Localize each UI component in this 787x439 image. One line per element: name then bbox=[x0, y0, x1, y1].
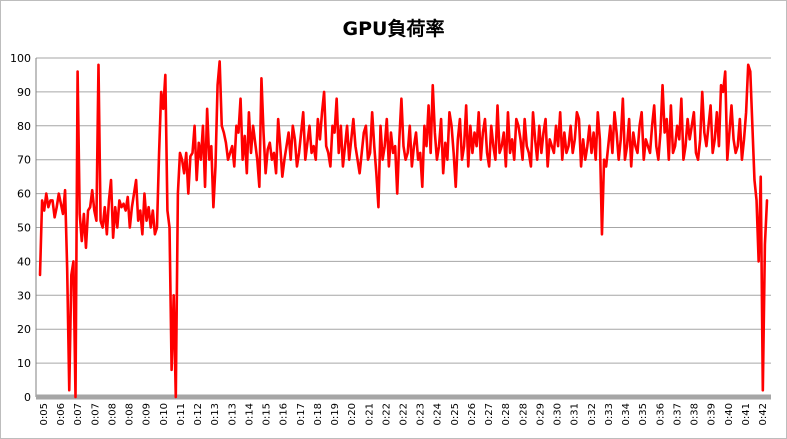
x-tick-label: 0:15 bbox=[262, 403, 273, 425]
x-tick-label: 0:18 bbox=[313, 403, 324, 425]
y-tick-label: 50 bbox=[17, 222, 31, 235]
x-tick-label: 0:12 bbox=[193, 403, 204, 425]
y-tick-label: 100 bbox=[10, 52, 31, 65]
y-tick-label: 70 bbox=[17, 154, 31, 167]
y-tick-label: 60 bbox=[17, 188, 31, 201]
x-tick-label: 0:06 bbox=[56, 403, 67, 425]
y-tick-label: 40 bbox=[17, 255, 31, 268]
x-tick-label: 0:08 bbox=[107, 403, 118, 425]
x-tick-label: 0:09 bbox=[142, 403, 153, 425]
x-tick-label: 0:21 bbox=[364, 403, 375, 425]
x-tick-label: 0:23 bbox=[416, 403, 427, 425]
x-tick-label: 0:19 bbox=[330, 403, 341, 425]
y-tick-label: 0 bbox=[24, 391, 31, 404]
x-tick-label: 0:31 bbox=[570, 403, 581, 425]
x-tick-label: 0:32 bbox=[587, 403, 598, 425]
x-tick-label: 0:24 bbox=[433, 403, 444, 425]
x-tick-label: 0:34 bbox=[621, 403, 632, 425]
x-tick-label: 0:11 bbox=[176, 403, 187, 425]
x-tick-label: 0:42 bbox=[758, 403, 769, 425]
x-tick-label: 0:41 bbox=[741, 403, 752, 425]
series-line bbox=[38, 60, 769, 399]
x-tick-label: 0:22 bbox=[381, 403, 392, 425]
x-tick-label: 0:10 bbox=[159, 403, 170, 425]
x-tick-label: 0:14 bbox=[244, 403, 255, 425]
y-tick-label: 80 bbox=[17, 120, 31, 133]
x-tick-label: 0:16 bbox=[279, 403, 290, 425]
x-tick-label: 0:17 bbox=[296, 403, 307, 425]
y-tick-label: 30 bbox=[17, 289, 31, 302]
x-tick-label: 0:25 bbox=[450, 403, 461, 425]
x-tick-label: 0:26 bbox=[467, 403, 478, 425]
x-tick-label: 0:29 bbox=[535, 403, 546, 425]
x-tick-label: 0:39 bbox=[707, 403, 718, 425]
x-tick-label: 0:37 bbox=[672, 403, 683, 425]
x-tick-label: 0:40 bbox=[724, 403, 735, 425]
x-tick-label: 0:33 bbox=[604, 403, 615, 425]
y-tick-label: 20 bbox=[17, 323, 31, 336]
x-tick-label: 0:08 bbox=[125, 403, 136, 425]
x-tick-label: 0:22 bbox=[399, 403, 410, 425]
x-tick-label: 0:35 bbox=[638, 403, 649, 425]
chart-title: GPU負荷率 bbox=[342, 18, 445, 40]
x-tick-label: 0:36 bbox=[655, 403, 666, 425]
x-tick-label: 0:13 bbox=[210, 403, 221, 425]
x-tick-label: 0:05 bbox=[39, 403, 50, 425]
x-tick-label: 0:38 bbox=[690, 403, 701, 425]
x-tick-label: 0:07 bbox=[90, 403, 101, 425]
x-tick-label: 0:20 bbox=[347, 403, 358, 425]
y-tick-label: 90 bbox=[17, 86, 31, 99]
y-tick-label: 10 bbox=[17, 357, 31, 370]
x-tick-label: 0:28 bbox=[501, 403, 512, 425]
x-tick-label: 0:13 bbox=[227, 403, 238, 425]
x-tick-label: 0:28 bbox=[518, 403, 529, 425]
x-tick-label: 0:07 bbox=[73, 403, 84, 425]
x-tick-label: 0:30 bbox=[553, 403, 564, 425]
x-tick-label: 0:27 bbox=[484, 403, 495, 425]
